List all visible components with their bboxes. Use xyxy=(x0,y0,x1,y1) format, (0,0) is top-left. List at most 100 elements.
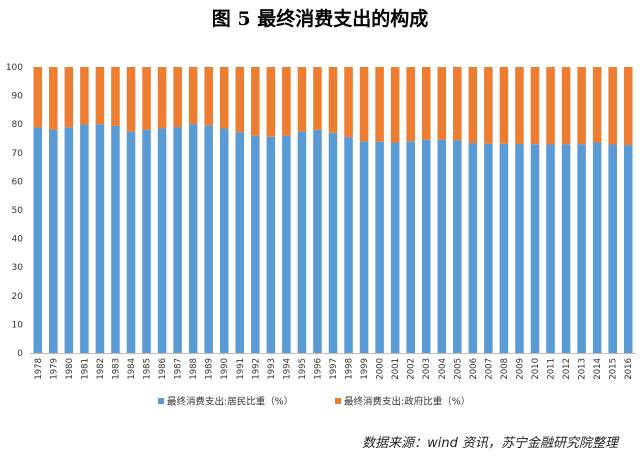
bar-government xyxy=(235,67,245,133)
x-tick-label: 2000 xyxy=(376,358,386,380)
x-tick-label: 1979 xyxy=(49,358,59,380)
bar-household xyxy=(592,142,602,353)
x-tick-label: 1986 xyxy=(158,358,168,380)
x-tick-label: 1998 xyxy=(345,358,355,380)
bar-government xyxy=(484,67,493,144)
legend-swatch-household xyxy=(158,398,164,404)
x-tick-label: 1996 xyxy=(313,358,323,380)
bar-government xyxy=(608,67,617,145)
x-tick-label: 1981 xyxy=(80,358,90,380)
y-tick-label: 90 xyxy=(12,92,24,102)
bar-government xyxy=(577,67,586,145)
bar-household xyxy=(359,141,369,353)
bar-government xyxy=(142,67,151,130)
bar-government xyxy=(406,67,415,142)
bar-household xyxy=(95,124,105,353)
bar-household xyxy=(173,127,182,353)
x-tick-label: 1995 xyxy=(298,358,308,380)
y-tick-label: 10 xyxy=(12,320,24,330)
x-tick-label: 2016 xyxy=(624,358,634,380)
bar-government xyxy=(359,67,369,142)
x-tick-label: 1978 xyxy=(34,358,44,380)
bar-government xyxy=(515,67,524,144)
bar-household xyxy=(80,124,89,354)
x-tick-label: 2015 xyxy=(609,358,619,380)
bar-government xyxy=(204,67,213,126)
bar-household xyxy=(204,125,213,354)
bar-government xyxy=(251,67,260,136)
chart-title: 图 5 最终消费支出的构成 xyxy=(211,8,429,30)
bar-household xyxy=(421,139,431,353)
x-tick-label: 1990 xyxy=(220,358,230,380)
x-tick-label: 2004 xyxy=(438,358,448,380)
bars xyxy=(33,67,633,354)
y-tick-label: 60 xyxy=(12,177,24,187)
x-tick-label: 1993 xyxy=(267,358,277,380)
x-tick-label: 2012 xyxy=(562,358,572,380)
legend-label-household: 最终消费支出:居民比重（%） xyxy=(167,396,293,408)
bar-government xyxy=(530,67,540,145)
bar-government xyxy=(390,67,400,143)
y-tick-label: 20 xyxy=(12,292,24,302)
x-tick-label: 1991 xyxy=(236,358,246,380)
bar-household xyxy=(453,140,462,353)
bar-household xyxy=(282,135,291,353)
bar-government xyxy=(623,67,633,146)
bar-household xyxy=(297,131,307,353)
bar-household xyxy=(561,144,571,353)
x-tick-label: 2013 xyxy=(578,358,588,380)
bar-government xyxy=(188,67,198,125)
x-tick-label: 1985 xyxy=(143,358,153,380)
bar-government xyxy=(375,67,384,142)
bar-household xyxy=(344,137,353,353)
bar-government xyxy=(592,67,602,143)
bar-government xyxy=(111,67,120,126)
bar-household xyxy=(126,131,136,353)
x-tick-label: 2002 xyxy=(407,358,417,380)
bar-household xyxy=(157,128,167,353)
x-tick-label: 1988 xyxy=(189,358,199,380)
bar-household xyxy=(188,124,198,353)
bar-government xyxy=(297,67,307,132)
bar-household xyxy=(530,144,540,353)
legend: 最终消费支出:居民比重（%） 最终消费支出:政府比重（%） xyxy=(158,396,470,408)
bar-household xyxy=(499,143,509,353)
bar-household xyxy=(375,141,384,353)
x-tick-label: 2011 xyxy=(547,358,557,380)
bar-household xyxy=(406,141,415,353)
bar-government xyxy=(437,67,447,140)
x-tick-label: 1980 xyxy=(65,358,75,380)
source-note: 数据来源：wind 资讯，苏宁金融研究院整理 xyxy=(362,436,618,451)
bar-government xyxy=(453,67,462,141)
x-tick-label: 2003 xyxy=(422,358,432,380)
legend-swatch-government xyxy=(335,398,341,404)
bar-government xyxy=(546,67,555,145)
x-tick-label: 2006 xyxy=(469,358,479,380)
bar-household xyxy=(142,129,151,353)
x-tick-label: 2010 xyxy=(531,358,541,380)
bar-household xyxy=(219,128,229,353)
x-tick-label: 1997 xyxy=(329,358,339,380)
bar-household xyxy=(390,142,400,353)
x-tick-label: 1992 xyxy=(251,358,261,380)
bar-government xyxy=(157,67,167,129)
bar-government xyxy=(421,67,431,140)
bar-government xyxy=(49,67,58,130)
x-tick-label: 1994 xyxy=(282,358,292,380)
y-tick-label: 30 xyxy=(12,263,24,273)
bar-government xyxy=(468,67,478,144)
y-tick-label: 0 xyxy=(17,349,23,359)
bar-government xyxy=(313,67,322,130)
bar-government xyxy=(33,67,43,128)
bar-household xyxy=(623,145,633,353)
bar-household xyxy=(437,139,447,353)
bar-government xyxy=(64,67,74,128)
bar-government xyxy=(344,67,353,138)
x-tick-label: 1983 xyxy=(111,358,121,380)
bar-government xyxy=(173,67,182,128)
legend-label-government: 最终消费支出:政府比重（%） xyxy=(344,396,470,408)
bar-government xyxy=(499,67,509,144)
bar-household xyxy=(64,127,74,353)
bar-government xyxy=(266,67,276,137)
x-tick-label: 1989 xyxy=(205,358,215,380)
